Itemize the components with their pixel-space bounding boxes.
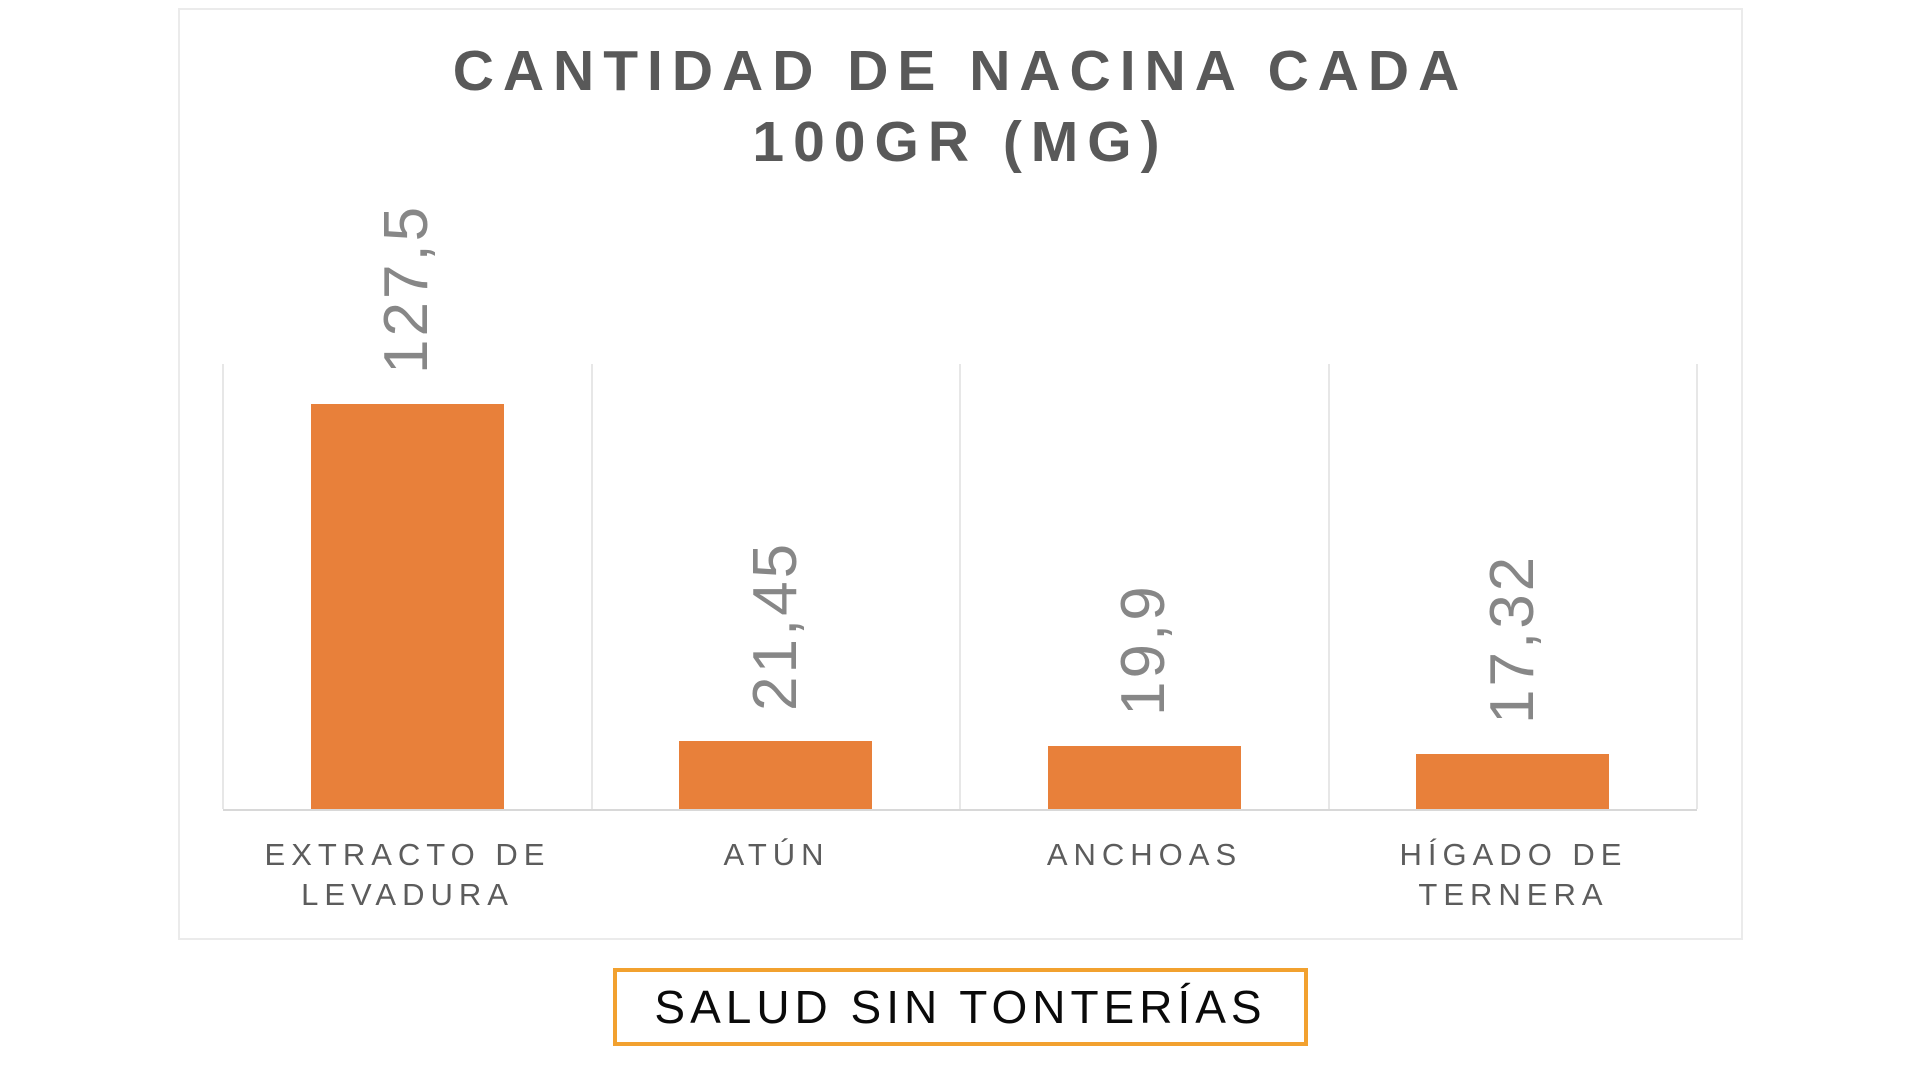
category-label-atún: ATÚN: [723, 837, 830, 872]
chart-title-line-2: 100GR (MG): [752, 110, 1169, 174]
bar-hígado-de-ternera: [1416, 754, 1609, 809]
gridline-vertical: [1327, 364, 1330, 809]
brand-badge: SALUD SIN TONTERÍAS: [613, 968, 1308, 1046]
gridline-vertical: [959, 364, 961, 809]
chart-title-line-1: CANTIDAD DE NACINA CADA: [452, 39, 1469, 103]
gridline-vertical: [590, 364, 593, 809]
gridline-vertical: [1696, 364, 1698, 809]
value-label-atún: 21,45: [741, 540, 810, 711]
bar-anchoas: [1048, 746, 1241, 809]
category-label-hígado-de-ternera: HÍGADO DE TERNERA: [1399, 837, 1628, 912]
category-label-extracto-de-levadura: EXTRACTO DE LEVADURA: [264, 837, 551, 912]
bar-extracto-de-levadura: [311, 404, 504, 809]
brand-badge-label: SALUD SIN TONTERÍAS: [654, 981, 1267, 1033]
x-axis-line: [223, 809, 1697, 811]
bar-atún: [679, 741, 872, 809]
chart-title: CANTIDAD DE NACINA CADA 100GR (MG): [178, 36, 1743, 178]
category-label-anchoas: ANCHOAS: [1046, 837, 1243, 872]
gridline-vertical: [222, 364, 224, 809]
value-label-anchoas: 19,9: [1109, 583, 1178, 716]
plot-area: [222, 364, 1698, 811]
value-label-extracto-de-levadura: 127,5: [372, 203, 441, 374]
value-label-hígado-de-ternera: 17,32: [1478, 553, 1547, 724]
